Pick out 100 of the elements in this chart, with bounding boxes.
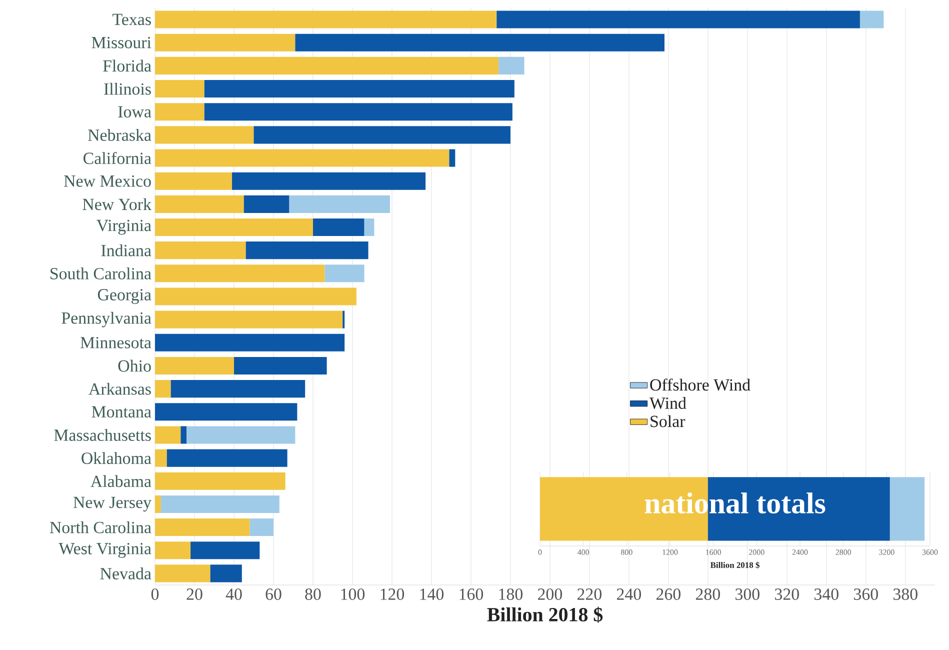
x-tick-label: 280 — [696, 588, 720, 600]
y-tick-label: Florida — [103, 60, 152, 72]
bar — [155, 80, 204, 98]
y-tick-label: North Carolina — [50, 521, 152, 534]
x-tick-label: 380 — [894, 588, 918, 600]
y-tick-label: Indiana — [101, 244, 152, 256]
bar — [155, 242, 246, 260]
y-tick-label: Massachusetts — [54, 429, 151, 441]
y-tick-label: New Mexico — [64, 175, 151, 187]
bar — [155, 34, 296, 52]
x-tick-label: 300 — [736, 588, 760, 600]
bar — [155, 334, 345, 352]
bar — [155, 10, 497, 28]
y-tick-label: Ohio — [118, 360, 151, 372]
bar — [155, 126, 254, 144]
bar — [155, 310, 343, 328]
x-tick-label: 260 — [656, 588, 680, 600]
x-tick-label: 140 — [420, 588, 444, 600]
legend-label: Solar — [650, 415, 686, 428]
bar — [890, 477, 925, 541]
bar — [496, 10, 860, 28]
bar — [155, 56, 499, 74]
bar — [155, 264, 325, 282]
bar — [155, 288, 356, 306]
y-tick-label: Nebraska — [88, 128, 152, 141]
bar — [324, 264, 364, 282]
x-axis-title: Billion 2018 $ — [710, 562, 760, 568]
x-tick-label: 200 — [538, 588, 562, 600]
y-tick-label: Texas — [112, 14, 151, 26]
bar — [155, 218, 313, 236]
x-tick-label: 20 — [186, 588, 202, 600]
bar — [155, 426, 181, 444]
bar — [155, 472, 286, 490]
y-tick-label: Pennsylvania — [62, 312, 152, 328]
x-tick-label: 180 — [499, 588, 523, 600]
bar — [204, 80, 514, 98]
bar — [498, 56, 524, 74]
bar — [449, 149, 456, 167]
y-tick-label: Virginia — [96, 220, 152, 235]
bar — [155, 195, 244, 213]
legend-label: Wind — [650, 396, 686, 409]
y-tick-label: Alabama — [90, 475, 152, 488]
x-tick-label: 160 — [460, 588, 484, 600]
bar — [246, 242, 368, 260]
bar — [166, 449, 288, 467]
bar — [155, 172, 232, 190]
bar — [190, 542, 260, 560]
x-tick-label: 60 — [266, 588, 282, 600]
y-tick-label: Illinois — [104, 82, 151, 95]
y-tick-label: West Virginia — [58, 542, 152, 558]
y-tick-label: Oklahoma — [82, 452, 152, 464]
y-tick-label: New Jersey — [73, 496, 152, 512]
bar — [155, 564, 210, 582]
bar — [155, 542, 191, 560]
x-tick-label: 360 — [854, 588, 878, 600]
bar — [210, 564, 242, 582]
x-tick-label: 120 — [380, 588, 404, 600]
legend-label: Offshore Wind — [650, 378, 750, 391]
bar — [155, 356, 234, 374]
x-tick-label: 100 — [341, 588, 365, 600]
y-tick-label: Iowa — [118, 106, 152, 118]
y-tick-label: Missouri — [92, 36, 152, 48]
bar — [186, 426, 296, 444]
bar — [155, 495, 161, 513]
bar — [254, 126, 510, 144]
bar — [180, 426, 187, 444]
x-tick-label: 320 — [775, 588, 799, 600]
x-axis-title: Billion 2018 $ — [487, 606, 603, 623]
bar — [244, 195, 290, 213]
x-tick-label: 220 — [577, 588, 602, 600]
y-tick-label: Arkansas — [88, 382, 151, 395]
y-tick-label: Nevada — [100, 567, 152, 580]
bar — [289, 195, 390, 213]
y-tick-label: Montana — [92, 406, 152, 418]
x-tick-label: 40 — [226, 588, 242, 600]
y-tick-label: South Carolina — [50, 267, 152, 280]
bar — [312, 218, 364, 236]
bar — [232, 172, 426, 190]
y-tick-label: Minnesota — [80, 336, 152, 348]
y-tick-label: New York — [82, 198, 152, 210]
x-tick-label: 80 — [305, 588, 321, 600]
bar — [155, 149, 450, 167]
bar — [155, 449, 167, 467]
bar — [364, 218, 374, 236]
x-tick-label: 340 — [814, 588, 838, 600]
bar — [860, 10, 884, 28]
bar — [155, 380, 171, 398]
y-tick-label: California — [84, 152, 152, 164]
x-tick-label: 240 — [616, 588, 641, 600]
bar — [204, 103, 512, 121]
bar — [155, 403, 298, 421]
bar — [155, 518, 250, 536]
y-tick-label: Georgia — [98, 289, 152, 304]
bar — [250, 518, 274, 536]
bar — [160, 495, 280, 513]
x-tick-label: 0 — [151, 588, 159, 600]
bar — [234, 356, 327, 374]
bar — [170, 380, 306, 398]
bar — [295, 34, 664, 52]
bar — [155, 103, 204, 121]
